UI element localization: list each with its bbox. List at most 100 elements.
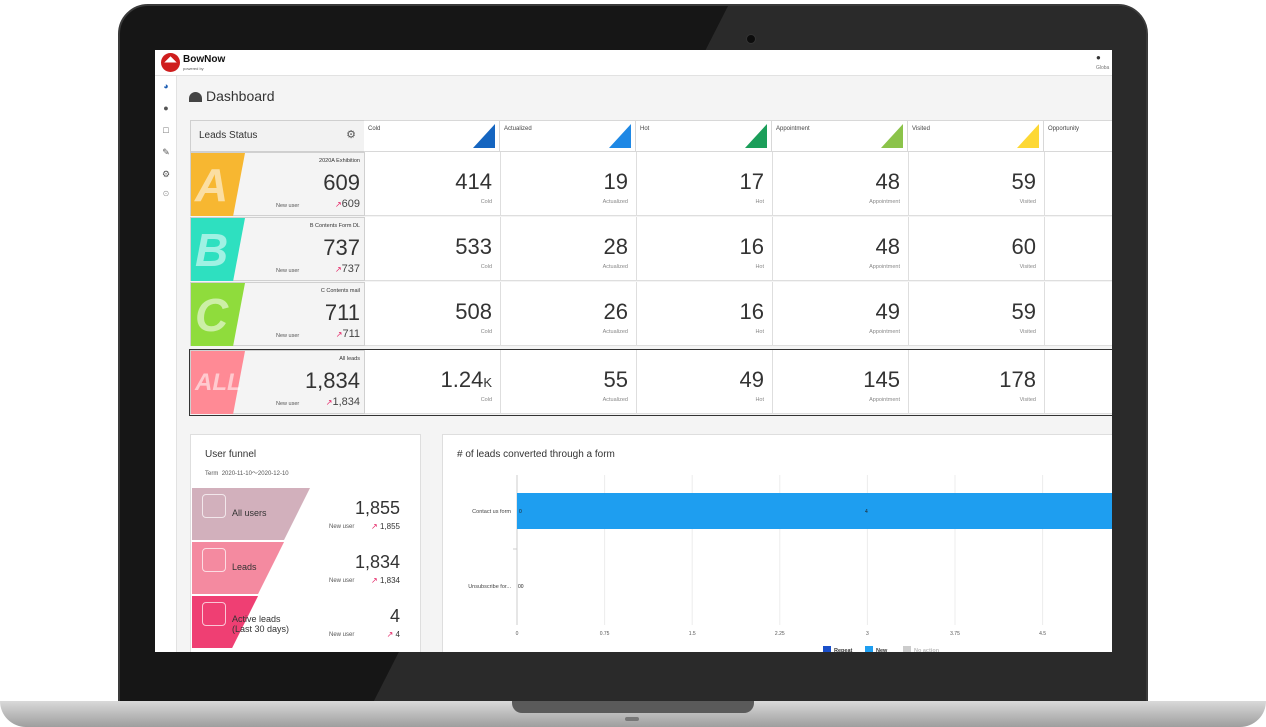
- column-header-opportunity[interactable]: Opportunity: [1044, 120, 1112, 152]
- column-header-cold[interactable]: Cold: [364, 120, 500, 152]
- settings-gear-icon[interactable]: ⚙: [346, 129, 356, 141]
- funnel-row[interactable]: All users 1,855 New user ↗ 1,855: [192, 488, 421, 540]
- status-label: Appointment: [869, 199, 900, 205]
- segment-card-a[interactable]: A 2020A Exhibition 609 New user ↗609: [190, 152, 365, 216]
- status-count: 55: [604, 367, 628, 393]
- funnel-row[interactable]: Active leads (Last 30 days) 4 New user ↗ 4: [192, 596, 421, 648]
- status-cell-visited[interactable]: 59 Visited: [909, 152, 1045, 216]
- funnel-stage-name: Active leads (Last 30 days): [232, 614, 290, 634]
- status-cell-visited[interactable]: 60 Visited: [909, 217, 1045, 281]
- status-cell-appointment[interactable]: 48 Appointment: [773, 152, 909, 216]
- funnel-increase: ↗ 1,834: [371, 576, 400, 585]
- status-label: Appointment: [869, 264, 900, 270]
- status-cell-actualized[interactable]: 55 Actualized: [501, 350, 637, 414]
- status-cell-cold[interactable]: 533 Cold: [365, 217, 501, 281]
- increase-value: 1,855: [379, 522, 400, 531]
- expand-icon[interactable]: ⊙: [162, 189, 170, 198]
- status-cell-actualized[interactable]: 28 Actualized: [501, 217, 637, 281]
- leads-status-title: Leads Status: [199, 130, 258, 141]
- status-count: 49: [740, 367, 764, 393]
- new-user-label: New user: [329, 578, 355, 584]
- status-cell-appointment[interactable]: 145 Appointment: [773, 350, 909, 414]
- status-cell-appointment[interactable]: 49 Appointment: [773, 282, 909, 346]
- segment-card-all[interactable]: ALL All leads 1,834 New user ↗1,834: [190, 350, 365, 414]
- segment-increase: ↗609: [335, 198, 360, 210]
- status-label: Cold: [480, 264, 492, 270]
- status-count-value: 17: [739, 169, 764, 194]
- user-icon[interactable]: ●: [1096, 53, 1101, 62]
- status-cell-appointment[interactable]: 48 Appointment: [773, 217, 909, 281]
- user-funnel-panel: User funnel Term 2020-11-10～2020-12-10 A…: [190, 434, 421, 652]
- sprout-pot-icon: [202, 548, 226, 572]
- gauge-icon: [189, 92, 202, 102]
- status-label: Hot: [755, 397, 764, 403]
- funnel-title: User funnel: [205, 449, 257, 460]
- column-header-actualized[interactable]: Actualized: [500, 120, 636, 152]
- status-cell-opportunity[interactable]: [1045, 350, 1112, 414]
- status-label: Cold: [480, 329, 492, 335]
- status-count: 60: [1012, 234, 1036, 260]
- legend-label: New: [876, 648, 888, 652]
- column-color-marker: [473, 124, 495, 148]
- status-cell-cold[interactable]: 414 Cold: [365, 152, 501, 216]
- column-label: Hot: [640, 126, 650, 132]
- status-count-value: 1.24: [440, 367, 484, 392]
- term-value: 2020-11-10～2020-12-10: [221, 471, 289, 477]
- funnel-row[interactable]: Leads 1,834 New user ↗ 1,834: [192, 542, 421, 594]
- status-count-value: 508: [455, 299, 492, 324]
- user-label[interactable]: Globa: [1096, 65, 1110, 71]
- funnel-stage-name: Leads: [232, 562, 257, 572]
- new-user-label: New user: [329, 524, 355, 530]
- status-cell-actualized[interactable]: 26 Actualized: [501, 282, 637, 346]
- segment-increase: ↗1,834: [326, 396, 360, 408]
- bownow-logo-icon[interactable]: [161, 53, 180, 72]
- x-tick-label: 0.75: [600, 631, 610, 637]
- column-header-visited[interactable]: Visited: [908, 120, 1044, 152]
- status-cell-cold[interactable]: 1.24K Cold: [365, 350, 501, 414]
- term-label: Term: [205, 471, 219, 477]
- status-cell-hot[interactable]: 17 Hot: [637, 152, 773, 216]
- status-cell-cold[interactable]: 508 Cold: [365, 282, 501, 346]
- status-count-value: 533: [455, 234, 492, 259]
- column-label: Visited: [912, 126, 930, 132]
- new-user-label: New user: [329, 632, 355, 638]
- app-name[interactable]: BowNow: [183, 54, 226, 65]
- funnel-stage-total: 4: [389, 606, 400, 626]
- status-cell-actualized[interactable]: 19 Actualized: [501, 152, 637, 216]
- leads-converted-chart: 0 0.75 1.5 2.25 3 3.75 4.5 Contact us form Unsub…: [468, 475, 1112, 652]
- trend-up-icon: ↗: [334, 200, 342, 209]
- segment-total: 1,834: [304, 368, 360, 393]
- status-cell-opportunity[interactable]: [1045, 282, 1112, 346]
- status-cell-opportunity[interactable]: [1045, 152, 1112, 216]
- status-count: 508: [455, 299, 492, 325]
- column-header-appointment[interactable]: Appointment: [772, 120, 908, 152]
- status-label: Actualized: [602, 397, 628, 403]
- status-cell-visited[interactable]: 178 Visited: [909, 350, 1045, 414]
- dashboard-icon[interactable]: ◕: [163, 81, 169, 91]
- status-cell-hot[interactable]: 49 Hot: [637, 350, 773, 414]
- status-cell-hot[interactable]: 16 Hot: [637, 217, 773, 281]
- legend-swatch: [823, 646, 831, 652]
- segment-name: 2020A Exhibition: [319, 158, 360, 164]
- increase-value: 609: [341, 198, 360, 210]
- funnel-term: Term 2020-11-10～2020-12-10: [205, 468, 289, 477]
- status-cell-visited[interactable]: 59 Visited: [909, 282, 1045, 346]
- document-icon[interactable]: □: [163, 125, 169, 135]
- page-title: Dashboard: [189, 88, 275, 104]
- person-icon[interactable]: ●: [163, 103, 169, 113]
- gear-icon[interactable]: ⚙: [161, 169, 171, 179]
- status-count-value: 145: [863, 367, 900, 392]
- status-cell-opportunity[interactable]: [1045, 217, 1112, 281]
- status-count: 414: [455, 169, 492, 195]
- column-header-hot[interactable]: Hot: [636, 120, 772, 152]
- trend-up-icon: ↗: [334, 265, 342, 274]
- status-cell-hot[interactable]: 16 Hot: [637, 282, 773, 346]
- status-count-value: 16: [739, 299, 764, 324]
- column-label: Appointment: [776, 126, 810, 132]
- trend-up-icon: ↗: [325, 398, 333, 407]
- status-count: 59: [1012, 299, 1036, 325]
- edit-icon[interactable]: ✎: [162, 147, 170, 157]
- x-tick-label: 3: [866, 631, 869, 637]
